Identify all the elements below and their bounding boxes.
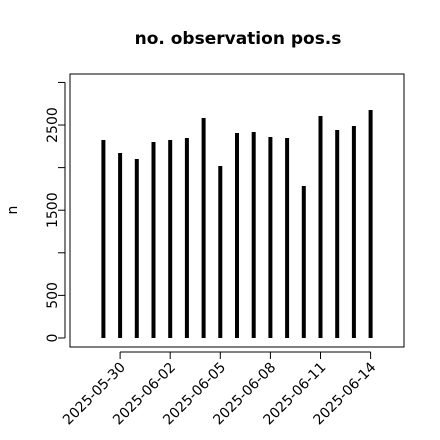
y-tick-label: 500: [45, 282, 61, 309]
plot-frame: [69, 73, 405, 348]
y-tick-label: 2500: [45, 107, 61, 143]
y-tick-label: 0: [45, 334, 61, 343]
y-axis-label: n: [5, 206, 21, 215]
chart-title: no. observation pos.s: [135, 29, 342, 49]
y-tick-label: 1500: [45, 192, 61, 228]
